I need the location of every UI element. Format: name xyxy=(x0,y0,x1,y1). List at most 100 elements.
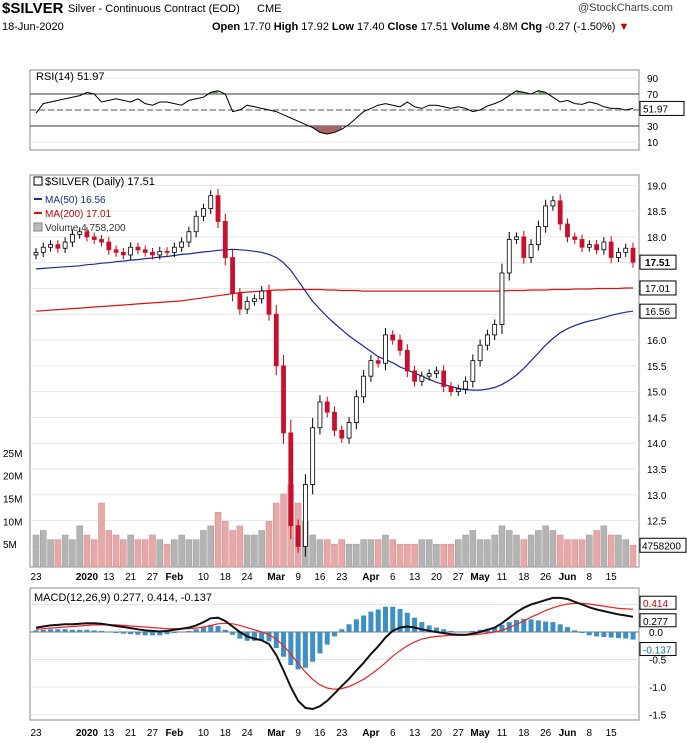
volume-bar xyxy=(280,493,287,568)
volume-bar xyxy=(440,543,447,568)
candle-body xyxy=(222,221,228,258)
volume-bar xyxy=(542,525,549,568)
macd-histogram-bar xyxy=(120,632,126,634)
volume-tick-label: 20M xyxy=(3,472,22,483)
chg-label: Chg xyxy=(520,21,543,33)
macd-x-label: 20 xyxy=(431,728,443,739)
macd-histogram-bar xyxy=(259,632,265,641)
candle-body xyxy=(448,386,454,393)
macd-histogram-bar xyxy=(543,621,549,632)
macd-histogram-bar xyxy=(40,629,46,632)
volume-bar xyxy=(90,539,98,568)
volume-value-tag xyxy=(639,537,687,553)
macd-x-label: 18 xyxy=(220,728,232,739)
candle-body xyxy=(616,251,621,258)
volume-bar xyxy=(513,534,520,568)
macd-histogram-bar xyxy=(332,632,337,637)
price-x-label: 13 xyxy=(409,572,421,583)
macd-histogram-bar xyxy=(157,632,163,636)
macd-x-label: Feb xyxy=(165,728,183,739)
macd-x-label: 15 xyxy=(606,728,618,739)
candle-body xyxy=(586,244,592,248)
volume-legend-icon xyxy=(33,222,43,232)
macd-histogram-bar xyxy=(375,609,381,632)
rsi-tick-label: 70 xyxy=(647,90,659,101)
quote-date: 18-Jun-2020 xyxy=(2,21,64,33)
candle-body xyxy=(171,246,177,253)
price-x-label: 18 xyxy=(518,572,530,583)
candle-body xyxy=(48,244,53,248)
high-value: 17.92 xyxy=(301,21,329,33)
candle-body xyxy=(33,251,39,256)
macd-x-label: 9 xyxy=(295,728,301,739)
candle-body xyxy=(120,251,126,256)
macd-tick-label: 0.0 xyxy=(649,628,663,639)
candle-body xyxy=(594,244,599,251)
macd-histogram-bar xyxy=(404,612,410,632)
volume-bar xyxy=(556,534,564,568)
volume-bar xyxy=(156,539,164,568)
volume-bar xyxy=(338,539,346,568)
volume-bar xyxy=(484,539,491,568)
candle-body xyxy=(514,236,519,240)
volume-bar xyxy=(323,539,331,568)
volume-bar xyxy=(360,539,367,568)
macd-histogram-bar xyxy=(455,631,461,632)
macd-histogram-bar xyxy=(426,625,432,632)
volume-bar xyxy=(629,545,637,568)
macd-histogram-bar xyxy=(630,632,636,640)
macd-histogram-bar xyxy=(477,629,483,632)
rsi-tick-label: 30 xyxy=(647,122,659,133)
candle-legend-icon xyxy=(33,176,43,186)
volume-bar xyxy=(389,539,396,568)
macd-histogram-bar xyxy=(550,622,556,632)
candle-body xyxy=(419,375,425,382)
price-x-label: 11 xyxy=(497,572,508,583)
volume-bar xyxy=(404,543,411,568)
macd-histogram-bar xyxy=(215,625,221,632)
macd-x-label: 23 xyxy=(30,728,42,739)
candle-body xyxy=(259,290,265,300)
price-x-label: 16 xyxy=(314,572,326,583)
ma200-legend: MA(200) 17.01 xyxy=(45,209,112,220)
macd-x-label: 24 xyxy=(242,728,254,739)
candle-body xyxy=(535,226,541,246)
volume-bar xyxy=(98,502,105,568)
price-x-label: 8 xyxy=(587,572,593,583)
candle-body xyxy=(273,313,279,367)
candle-body xyxy=(557,200,563,225)
macd-histogram-bar xyxy=(69,629,75,632)
macd-histogram-bar xyxy=(193,629,199,632)
symbol-title: $SILVER xyxy=(2,0,64,17)
price-x-label: 15 xyxy=(606,572,618,583)
volume-bar xyxy=(491,534,498,568)
candle-body xyxy=(572,236,578,240)
macd-histogram-bar xyxy=(564,627,570,632)
candle-body xyxy=(179,241,185,248)
volume-bar xyxy=(83,534,91,568)
macd-histogram-bar xyxy=(142,632,148,636)
rsi-value-tag xyxy=(639,100,685,116)
candle-body xyxy=(99,239,104,243)
candle-body xyxy=(470,360,476,382)
macd-x-label: 18 xyxy=(518,728,530,739)
price-tick-label: 13.0 xyxy=(647,491,667,502)
volume-bar xyxy=(112,534,120,568)
volume-bar xyxy=(265,521,273,568)
price-legend: $SILVER (Daily) 17.51 xyxy=(45,176,155,188)
volume-bar xyxy=(54,539,62,568)
low-label: Low xyxy=(331,21,354,33)
macd-histogram-bar xyxy=(361,615,367,632)
volume-bar xyxy=(76,525,83,568)
candle-body xyxy=(55,244,61,249)
volume-bar xyxy=(32,534,40,568)
volume-value-label: 4758200 xyxy=(642,541,681,552)
rsi-line xyxy=(35,90,634,135)
volume-bar xyxy=(564,539,571,568)
macd-histogram-bar xyxy=(302,632,308,668)
volume-tick-label: 15M xyxy=(3,495,22,506)
volume-bar xyxy=(345,543,353,568)
open-label: Open xyxy=(212,21,241,33)
macd-histogram-bar xyxy=(113,632,119,634)
